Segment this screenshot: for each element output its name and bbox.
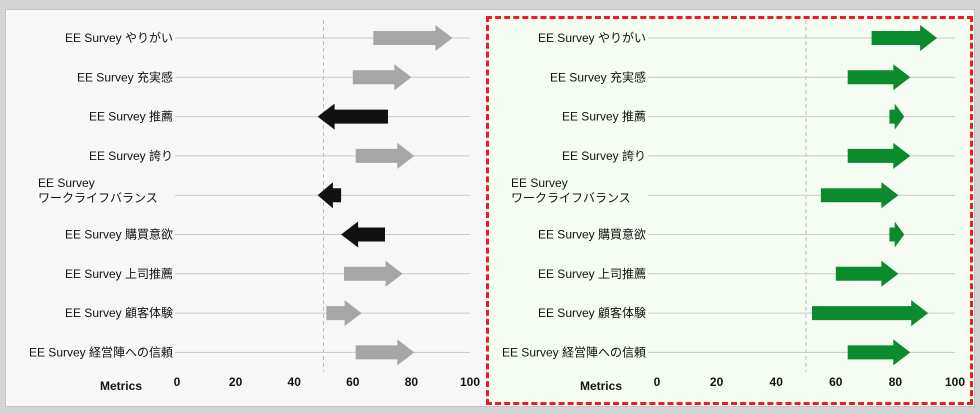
category-label: EE Survey 経営陣への信頼: [502, 345, 646, 359]
x-tick-label: 0: [174, 375, 181, 389]
axis-name-label: Metrics: [100, 379, 142, 393]
category-label: EE Survey 充実感: [77, 69, 173, 84]
arrow-mark: [847, 64, 911, 91]
x-tick-label: 40: [770, 375, 784, 389]
chart-panel-right: EE Survey やりがい EE Survey 充実感 EE Survey 推薦 E…: [502, 20, 965, 393]
arrow-mark: [341, 221, 385, 248]
category-label: EE Survey 上司推薦: [538, 267, 646, 281]
chart-panel-left: EE Survey やりがい EE Survey 充実感 EE Survey 推薦 E…: [29, 20, 480, 393]
x-tick-label: 60: [346, 375, 360, 389]
x-tick-label: 60: [829, 375, 843, 389]
x-tick-label: 100: [460, 375, 480, 389]
category-label: EE Survey 誇り: [89, 148, 173, 163]
x-tick-label: 20: [710, 375, 724, 389]
arrow-mark: [835, 260, 899, 287]
x-tick-label: 40: [288, 375, 302, 389]
x-tick-label: 80: [405, 375, 419, 389]
category-label: EE Survey 推薦: [562, 110, 646, 124]
arrow-mark: [820, 182, 899, 209]
arrow-mark: [889, 103, 905, 130]
category-label: EE Survey ワークライフバランス: [511, 176, 631, 205]
category-label: EE Survey 顧客体験: [538, 305, 646, 320]
category-label: EE Survey 推薦: [89, 110, 173, 124]
arrow-mark: [317, 182, 342, 209]
arrow-mark: [889, 221, 905, 248]
category-label: EE Survey ワークライフバランス: [38, 176, 158, 205]
category-label: EE Survey 顧客体験: [65, 305, 173, 320]
arrow-mark: [847, 339, 911, 366]
arrow-mark: [812, 300, 929, 327]
category-label: EE Survey 経営陣への信頼: [29, 345, 173, 359]
category-label: EE Survey やりがい: [65, 30, 173, 45]
category-label: EE Survey 購買意欲: [538, 227, 646, 242]
x-tick-label: 0: [654, 375, 661, 389]
axis-name-label: Metrics: [580, 379, 622, 393]
arrow-mark: [326, 300, 362, 327]
arrow-mark: [373, 25, 453, 51]
arrow-mark: [355, 339, 415, 366]
category-label: EE Survey 購買意欲: [65, 227, 173, 242]
arrow-mark: [352, 64, 412, 91]
highlight-dashed-box: [486, 16, 973, 405]
category-label: EE Survey 充実感: [550, 69, 646, 84]
arrow-mark: [355, 142, 415, 169]
category-label: EE Survey やりがい: [538, 30, 646, 45]
x-tick-label: 20: [229, 375, 243, 389]
arrow-mark: [344, 260, 403, 287]
category-label: EE Survey 上司推薦: [65, 267, 173, 281]
x-tick-label: 80: [889, 375, 903, 389]
x-tick-label: 100: [945, 375, 965, 389]
category-label: EE Survey 誇り: [562, 148, 646, 163]
arrow-mark: [847, 142, 911, 169]
arrow-mark: [317, 103, 388, 130]
arrow-mark: [871, 25, 938, 51]
